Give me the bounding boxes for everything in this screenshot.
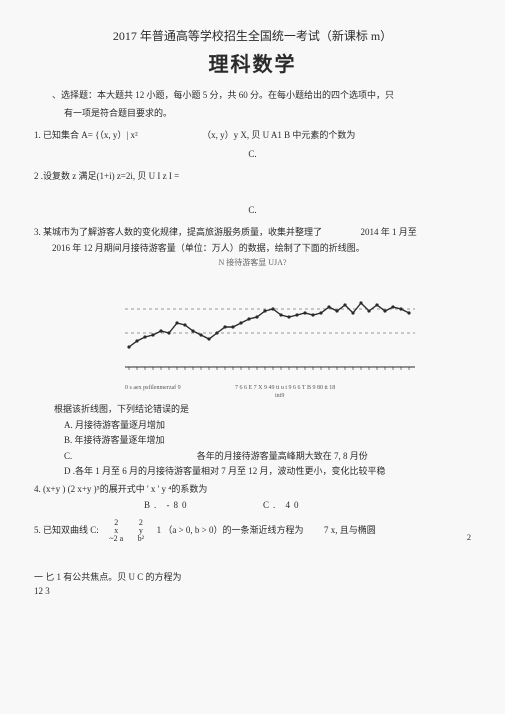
chart-title: N 接待游客显 UJA? [34,258,471,269]
svg-text:ini9: ini9 [275,393,284,397]
q3-option-d: D .各年 1 月至 6 月的月接待游客量相对 7 月至 12 月，波动性更小，… [64,465,471,477]
question-4: 4. (x+y ) (2 x+y )⁵的展开式中 ' x ' y ⁴的系数为 [34,483,471,495]
question-3-line1: 3. 某城市为了解游客人数的变化规律，提高旅游服务质量，收集并整理了 2014 … [34,226,471,238]
q4-options: B. -80 C. 40 [144,499,471,511]
question-2: 2 .设复数 z 满足(1+i) z=2i, 贝 U I z I = [34,170,471,182]
q3-subprompt: 根据该折线图，下列结论错误的是 [54,403,471,415]
q4-option-c: C. 40 [263,500,303,510]
question-5: 5. 已知双曲线 C: 2 x ~2 a 2 y b² 1 （a > 0, b … [34,519,471,543]
q5-frac-1: 2 x ~2 a [109,519,123,543]
q5-right: 7 x, 且与椭圆 [324,525,376,535]
frac-bot: b² [138,535,144,543]
tourist-line-chart: 0 s aex psfilenmerzaf 9 7 6 6 E 7 X 9 49… [83,277,423,397]
q3-option-a: A. 月接待游客量逐月增加 [64,419,471,431]
q1-option-c: C. [34,148,471,160]
q3-text-a2: 2014 年 1 月至 [361,227,417,237]
q2-option-c: C. [34,204,471,216]
frac-bot: ~2 a [109,535,123,543]
q5-mid: 1 （a > 0, b > 0）的一条渐近线方程为 [157,525,304,535]
svg-text:7 6 6 E 7 X 9 49 tt u: 7 6 6 E 7 X 9 49 tt u t 9 6 6 T B 9 80 t… [235,385,335,391]
q5-right2: 2 [467,533,471,544]
q3-text-a: 3. 某城市为了解游客人数的变化规律，提高旅游服务质量，收集并整理了 [34,227,322,237]
q5-frac-2: 2 y b² [138,519,144,543]
q1-part-a: 1. 已知集合 A= {（x, y）| x² [34,130,138,140]
q5-text-a: 5. 已知双曲线 C: [34,525,99,535]
q5-foot: 一 匕 1 有公共焦点。贝 U C 的方程为 [34,571,471,583]
exam-subtitle: 理科数学 [34,52,471,79]
question-3-line2: 2016 年 12 月期间月接待游客量（单位：万人）的数据，绘制了下面的折线图。 [34,242,471,254]
q3-option-b: B. 年接待游客量逐年增加 [64,434,471,446]
exam-title: 2017 年普通高等学校招生全国统一考试（新课标 m） [34,28,471,44]
q4-option-b: B. -80 [144,500,191,510]
q5-foot2: 12 3 [34,585,471,597]
svg-text:0 s aex psfilenmerzaf 9: 0 s aex psfilenmerzaf 9 [125,384,181,391]
section-instruction-2: 有一项是符合题目要求的。 [34,107,471,119]
q1-part-b: （x, y）y X, 贝 U A1 B 中元素的个数为 [202,130,355,140]
question-1: 1. 已知集合 A= {（x, y）| x² （x, y）y X, 贝 U A1… [34,129,471,141]
q3-c-label: C. [64,451,72,461]
q3-c-text: 各年的月接待游客量高峰期大致在 7, 8 月份 [197,451,368,461]
q3-option-c: C. 各年的月接待游客量高峰期大致在 7, 8 月份 [64,450,471,462]
section-instruction-1: 、选择题：本大题共 12 小题，每小题 5 分，共 60 分。在每小题给出的四个… [34,89,471,101]
